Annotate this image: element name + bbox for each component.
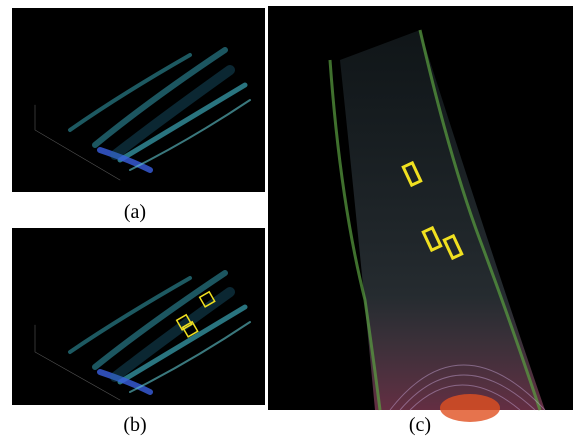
panel-a <box>12 8 265 192</box>
panel-label: (b) <box>123 414 146 436</box>
panel-c <box>268 6 573 422</box>
ego-vehicle <box>440 394 500 422</box>
panel-label: (c) <box>409 414 431 436</box>
panel-b <box>12 228 265 405</box>
panel-label: (a) <box>124 201 146 223</box>
figure: (a) (b) <box>0 0 577 439</box>
